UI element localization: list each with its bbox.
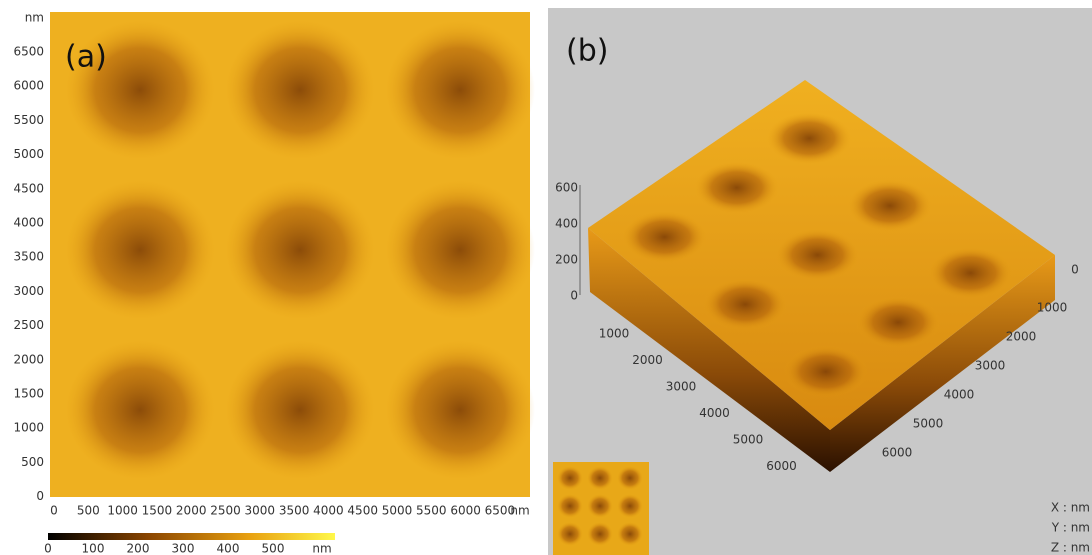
tick-label: 4500 bbox=[347, 504, 378, 518]
block-right-face bbox=[830, 255, 1055, 472]
pit bbox=[65, 20, 215, 160]
tick-label: 4000 bbox=[944, 388, 975, 402]
pit bbox=[587, 494, 613, 518]
pit bbox=[587, 466, 613, 490]
pit bbox=[225, 340, 375, 480]
tick-label: 4000 bbox=[313, 504, 344, 518]
tick-label: 100 bbox=[82, 542, 105, 555]
hollow bbox=[703, 278, 788, 331]
surface-pattern bbox=[622, 112, 1013, 398]
pit bbox=[617, 466, 643, 490]
block-left-face bbox=[588, 228, 830, 472]
panel-b: (b) bbox=[548, 8, 1092, 555]
tick-label: 500 bbox=[21, 455, 44, 469]
tick-label: 1500 bbox=[142, 504, 173, 518]
tick-label: 1000 bbox=[599, 327, 630, 341]
tick-label: 0 bbox=[36, 489, 44, 503]
tick-label: 2000 bbox=[176, 504, 207, 518]
tick-label: 2000 bbox=[632, 353, 663, 367]
pit bbox=[617, 494, 643, 518]
tick-label: 600 bbox=[555, 181, 578, 195]
tick-label: 1500 bbox=[13, 387, 44, 401]
pit bbox=[385, 340, 535, 480]
pit bbox=[225, 20, 375, 160]
tick-label: 2000 bbox=[13, 352, 44, 366]
tick-label: nm bbox=[312, 542, 331, 555]
tick-label: Y : nm bbox=[1051, 521, 1090, 535]
pit bbox=[65, 340, 215, 480]
tick-label: 1000 bbox=[1037, 301, 1068, 315]
tick-label: nm bbox=[510, 504, 529, 518]
hollow bbox=[847, 179, 932, 232]
tick-label: 5500 bbox=[416, 504, 447, 518]
hollow bbox=[694, 161, 779, 214]
tick-label: 6500 bbox=[485, 504, 516, 518]
tick-label: 2500 bbox=[210, 504, 241, 518]
hollow bbox=[767, 112, 852, 165]
tick-label: 0 bbox=[50, 504, 58, 518]
tick-label: 5000 bbox=[13, 147, 44, 161]
pit bbox=[65, 180, 215, 320]
panel-a: (a) bbox=[48, 12, 535, 540]
tick-label: 200 bbox=[127, 542, 150, 555]
tick-label: 400 bbox=[217, 542, 240, 555]
hollow bbox=[775, 229, 860, 281]
pit bbox=[557, 494, 583, 518]
tick-label: 0 bbox=[44, 542, 52, 555]
tick-label: 1000 bbox=[107, 504, 138, 518]
pit bbox=[617, 522, 643, 546]
tick-label: 3500 bbox=[279, 504, 310, 518]
pit-pattern bbox=[65, 20, 535, 480]
tick-label: 6500 bbox=[13, 45, 44, 59]
tick-label: X : nm bbox=[1051, 501, 1090, 515]
tick-label: 3000 bbox=[975, 359, 1006, 373]
tick-label: 0 bbox=[570, 289, 578, 303]
tick-label: 5000 bbox=[913, 417, 944, 431]
pit bbox=[557, 466, 583, 490]
tick-label: 4500 bbox=[13, 181, 44, 195]
tick-label: 3000 bbox=[13, 284, 44, 298]
tick-label: 6000 bbox=[450, 504, 481, 518]
panel-label: (a) bbox=[65, 40, 107, 75]
tick-label: 500 bbox=[262, 542, 285, 555]
tick-label: 4000 bbox=[13, 216, 44, 230]
pit bbox=[557, 522, 583, 546]
hollow bbox=[783, 345, 868, 398]
tick-label: 5000 bbox=[733, 433, 764, 447]
tick-label: 6000 bbox=[766, 459, 797, 473]
pit bbox=[385, 20, 535, 160]
tick-label: Z : nm bbox=[1051, 541, 1090, 555]
tick-label: 3000 bbox=[666, 380, 697, 394]
tick-label: 1000 bbox=[13, 421, 44, 435]
panel-label: (b) bbox=[566, 34, 608, 69]
tick-label: 4000 bbox=[699, 406, 730, 420]
inset-pattern bbox=[557, 466, 643, 546]
hollow bbox=[856, 296, 941, 349]
colorbar bbox=[48, 533, 335, 540]
tick-label: 300 bbox=[172, 542, 195, 555]
tick-label: 5500 bbox=[13, 113, 44, 127]
pit bbox=[587, 522, 613, 546]
tick-label: 5000 bbox=[382, 504, 413, 518]
tick-label: 3000 bbox=[245, 504, 276, 518]
pit bbox=[385, 180, 535, 320]
tick-label: 2000 bbox=[1006, 330, 1037, 344]
hollow bbox=[622, 211, 707, 263]
tick-label: 200 bbox=[555, 253, 578, 267]
pit bbox=[225, 180, 375, 320]
tick-label: 3500 bbox=[13, 250, 44, 264]
hollow bbox=[928, 247, 1013, 299]
tick-label: nm bbox=[25, 11, 44, 25]
tick-label: 0 bbox=[1071, 263, 1079, 277]
tick-label: 2500 bbox=[13, 318, 44, 332]
tick-label: 6000 bbox=[882, 446, 913, 460]
tick-label: 500 bbox=[77, 504, 100, 518]
tick-label: 400 bbox=[555, 217, 578, 231]
tick-label: 6000 bbox=[13, 79, 44, 93]
